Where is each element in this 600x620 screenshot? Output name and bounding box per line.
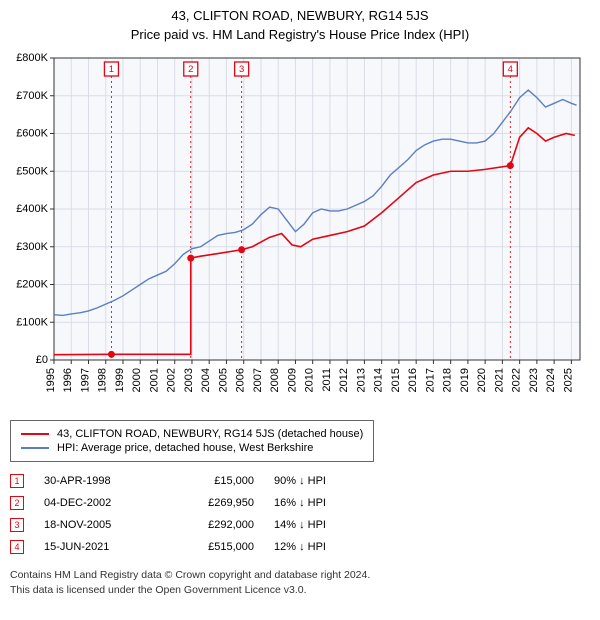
legend: 43, CLIFTON ROAD, NEWBURY, RG14 5JS (det…	[10, 420, 374, 462]
svg-text:4: 4	[508, 64, 513, 75]
transaction-marker: 3	[10, 518, 24, 532]
svg-text:£800K: £800K	[16, 52, 48, 64]
legend-swatch	[21, 447, 49, 449]
svg-text:2023: 2023	[528, 368, 540, 392]
svg-text:£500K: £500K	[16, 165, 48, 177]
chart-title: 43, CLIFTON ROAD, NEWBURY, RG14 5JS	[10, 8, 590, 23]
svg-text:2008: 2008	[269, 368, 281, 392]
transactions-table: 1 30-APR-1998 £15,000 90% ↓ HPI 2 04-DEC-2002…	[10, 470, 590, 558]
transaction-price: £15,000	[174, 475, 254, 487]
line-chart-svg: £0 £100K £200K £300K £400K £500K £600K £700K £80…	[10, 52, 590, 412]
svg-text:1996: 1996	[62, 368, 74, 392]
svg-text:2011: 2011	[321, 368, 333, 392]
svg-text:2013: 2013	[355, 368, 367, 392]
svg-text:£300K: £300K	[16, 241, 48, 253]
transaction-row: 3 18-NOV-2005 £292,000 14% ↓ HPI	[10, 514, 590, 536]
svg-text:£700K: £700K	[16, 90, 48, 102]
transaction-price: £269,950	[174, 497, 254, 509]
transaction-diff: 90% ↓ HPI	[274, 475, 326, 487]
transaction-date: 18-NOV-2005	[44, 519, 154, 531]
svg-text:2015: 2015	[390, 368, 402, 392]
svg-text:2018: 2018	[442, 368, 454, 392]
legend-swatch	[21, 433, 49, 435]
transaction-date: 30-APR-1998	[44, 475, 154, 487]
transaction-row: 2 04-DEC-2002 £269,950 16% ↓ HPI	[10, 492, 590, 514]
svg-text:1997: 1997	[79, 368, 91, 392]
svg-text:£600K: £600K	[16, 128, 48, 140]
transaction-price: £292,000	[174, 519, 254, 531]
svg-text:2006: 2006	[235, 368, 247, 392]
svg-text:2014: 2014	[373, 368, 385, 392]
svg-text:2022: 2022	[511, 368, 523, 392]
transaction-marker: 2	[10, 496, 24, 510]
footer: Contains HM Land Registry data © Crown c…	[10, 568, 590, 597]
transaction-date: 15-JUN-2021	[44, 541, 154, 553]
transaction-row: 4 15-JUN-2021 £515,000 12% ↓ HPI	[10, 536, 590, 558]
svg-text:2021: 2021	[493, 368, 505, 392]
legend-item: 43, CLIFTON ROAD, NEWBURY, RG14 5JS (det…	[21, 427, 363, 441]
svg-text:1999: 1999	[114, 368, 126, 392]
svg-text:2001: 2001	[148, 368, 160, 392]
transaction-diff: 14% ↓ HPI	[274, 519, 326, 531]
chart-subtitle: Price paid vs. HM Land Registry's House …	[10, 27, 590, 42]
transaction-row: 1 30-APR-1998 £15,000 90% ↓ HPI	[10, 470, 590, 492]
svg-text:2007: 2007	[252, 368, 264, 392]
transaction-diff: 12% ↓ HPI	[274, 541, 326, 553]
title-block: 43, CLIFTON ROAD, NEWBURY, RG14 5JS Pric…	[10, 8, 590, 42]
svg-text:£400K: £400K	[16, 203, 48, 215]
svg-text:2004: 2004	[200, 368, 212, 392]
chart: £0 £100K £200K £300K £400K £500K £600K £700K £80…	[10, 52, 590, 412]
svg-text:2002: 2002	[166, 368, 178, 392]
svg-text:2000: 2000	[131, 368, 143, 392]
svg-text:2009: 2009	[286, 368, 298, 392]
transaction-marker: 4	[10, 540, 24, 554]
svg-text:2024: 2024	[545, 368, 557, 392]
svg-text:1995: 1995	[45, 368, 57, 392]
svg-text:2: 2	[188, 64, 193, 75]
legend-label: 43, CLIFTON ROAD, NEWBURY, RG14 5JS (det…	[57, 428, 363, 440]
svg-text:2003: 2003	[183, 368, 195, 392]
svg-text:2012: 2012	[338, 368, 350, 392]
svg-text:2005: 2005	[217, 368, 229, 392]
legend-item: HPI: Average price, detached house, West…	[21, 441, 363, 455]
svg-text:£200K: £200K	[16, 279, 48, 291]
svg-text:2019: 2019	[459, 368, 471, 392]
footer-line-2: This data is licensed under the Open Gov…	[10, 583, 590, 598]
svg-text:2017: 2017	[424, 368, 436, 392]
legend-label: HPI: Average price, detached house, West…	[57, 442, 313, 454]
transaction-diff: 16% ↓ HPI	[274, 497, 326, 509]
svg-text:1998: 1998	[97, 368, 109, 392]
svg-text:£0: £0	[36, 354, 48, 366]
svg-text:2016: 2016	[407, 368, 419, 392]
footer-line-1: Contains HM Land Registry data © Crown c…	[10, 568, 590, 583]
svg-text:3: 3	[239, 64, 244, 75]
svg-text:1: 1	[109, 64, 114, 75]
transaction-date: 04-DEC-2002	[44, 497, 154, 509]
svg-text:2010: 2010	[304, 368, 316, 392]
svg-text:2020: 2020	[476, 368, 488, 392]
svg-text:£100K: £100K	[16, 316, 48, 328]
svg-text:2025: 2025	[562, 368, 574, 392]
transaction-price: £515,000	[174, 541, 254, 553]
transaction-marker: 1	[10, 474, 24, 488]
